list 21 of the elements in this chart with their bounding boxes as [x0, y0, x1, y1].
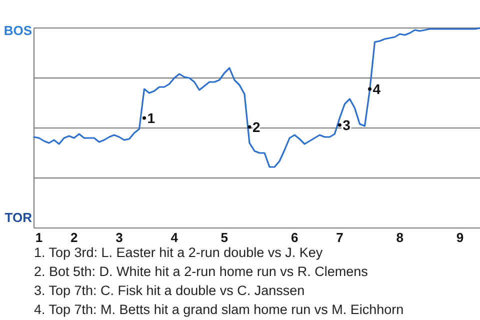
x-tick-label: 3 — [116, 230, 123, 245]
point — [248, 125, 252, 129]
point — [368, 87, 372, 91]
series-label: 1 — [147, 110, 156, 126]
x-tick-label: 2 — [70, 230, 78, 245]
text: 3. Top 7th: C. Fisk hit a double vs C. Janssen — [34, 283, 305, 298]
point — [142, 116, 146, 120]
text: BOS — [4, 23, 32, 38]
text: 2. Bot 5th: D. White hit a 2-run home run vs R. Clemens — [34, 264, 368, 279]
x-tick-label: 5 — [220, 230, 228, 245]
x-tick-label: 9 — [456, 230, 464, 245]
text: 4. Top 7th: M. Betts hit a grand slam home run vs M. Eichhorn — [34, 302, 404, 317]
x-tick-label: 4 — [170, 230, 179, 245]
text: TOR — [4, 210, 33, 225]
x-tick-label: 7 — [336, 230, 344, 245]
x-tick-label: 8 — [396, 230, 404, 245]
series-label: 4 — [372, 80, 381, 97]
text: 1. Top 3rd: L. Easter hit a 2-run double vs J. Key — [34, 245, 323, 260]
x-tick-label: 6 — [290, 230, 298, 245]
x-tick-label: 1 — [35, 230, 43, 245]
point — [338, 123, 342, 127]
